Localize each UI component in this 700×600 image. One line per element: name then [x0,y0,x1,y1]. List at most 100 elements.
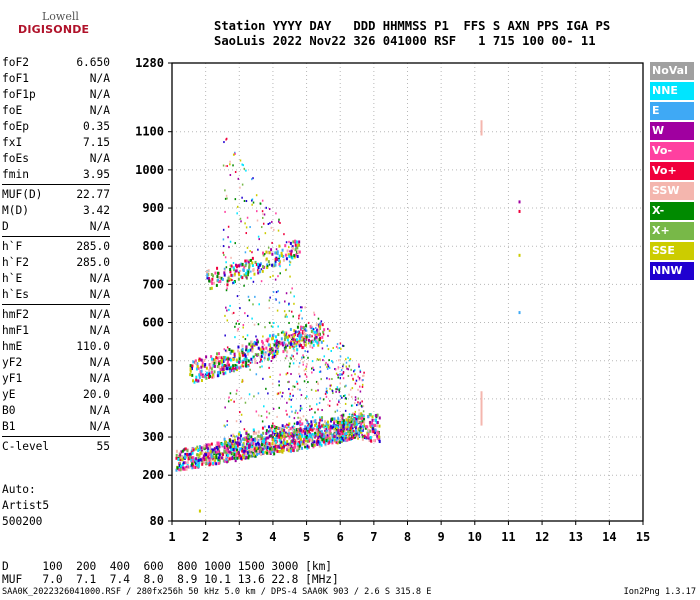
echo-point [186,461,189,465]
echo-point [238,360,241,364]
echo-point [189,452,192,456]
echo-point [211,448,214,452]
echo-point [299,427,302,431]
echo-point [179,453,182,457]
echo-point [268,263,271,266]
echo-point [341,366,344,369]
echo-point [245,274,248,278]
echo-point [307,435,310,439]
echo-point [287,381,289,384]
echo-point [275,434,278,437]
echo-point [328,440,331,444]
echo-point [309,427,312,431]
echo-point [294,243,297,247]
param-value: N/A [89,272,110,285]
echo-point [215,456,218,460]
echo-point [264,450,267,454]
echo-point [239,365,242,369]
echo-point [329,428,332,432]
muf-row: MUF 7.0 7.1 7.4 8.0 8.9 10.1 13.6 22.8 [… [2,573,339,586]
echo-point [354,402,356,405]
echo-point [303,341,306,345]
echo-point [321,409,323,412]
echo-point [239,420,242,423]
echo-point [325,428,328,431]
echo-point [296,348,299,352]
echo-point [329,384,332,387]
echo-point [260,226,263,229]
echo-point [224,445,227,449]
echo-point [292,347,295,350]
echo-point [310,329,313,333]
echo-point [233,354,236,357]
echo-point [373,438,376,442]
echo-point [342,377,345,380]
echo-point [245,271,248,275]
echo-point [288,415,291,418]
echo-point [251,261,254,265]
echo-point [222,164,225,167]
echo-point [214,459,217,463]
echo-point [315,403,318,406]
echo-point [234,435,236,438]
echo-point [337,373,339,376]
x-tick-label: 7 [370,530,377,544]
param-label: h`F2 [2,256,29,269]
echo-point [301,306,303,309]
echo-point [284,244,287,248]
echo-point [285,423,288,426]
echo-point [310,340,313,344]
param-label: B0 [2,404,16,417]
echo-point [258,238,260,241]
echo-point [319,418,322,422]
echo-point [337,439,340,443]
echo-point [277,434,280,438]
echo-point [254,361,257,365]
echo-point [290,334,293,338]
echo-point [244,364,247,368]
echo-point [251,342,254,346]
echo-point [286,426,288,429]
echo-point [291,287,293,290]
echo-point [226,362,229,365]
echo-point [321,347,324,350]
echo-point [293,348,296,352]
echo-point [229,351,232,355]
echo-point [518,200,521,204]
echo-point [248,450,251,454]
y-tick-label: 200 [142,468,164,482]
echo-point [290,432,293,435]
echo-point [320,378,322,381]
echo-point [339,434,342,438]
echo-point [273,352,276,356]
echo-point [189,364,192,368]
param-value: N/A [89,88,110,101]
echo-point [274,257,277,261]
echo-point [298,317,300,320]
echo-point [341,416,344,420]
param-value: N/A [89,420,110,433]
echo-point [311,428,314,432]
echo-point [375,421,378,425]
echo-point [203,358,206,362]
echo-point [265,206,267,209]
echo-point [190,456,193,460]
echo-point [216,441,219,445]
echo-point [272,422,274,425]
echo-point [337,347,339,350]
echo-point [265,338,268,342]
echo-point [211,373,214,377]
echo-point [205,355,208,359]
echo-point [195,367,198,371]
echo-point [258,449,261,453]
echo-point [235,322,238,325]
echo-point [316,425,319,429]
param-row-fxi: fxI 7.15 [2,135,110,151]
echo-point [175,453,178,457]
echo-point [371,418,374,422]
echo-point [238,354,241,358]
echo-point [243,199,246,202]
echo-point [195,459,198,463]
echo-point [233,435,235,438]
echo-point [313,440,316,444]
